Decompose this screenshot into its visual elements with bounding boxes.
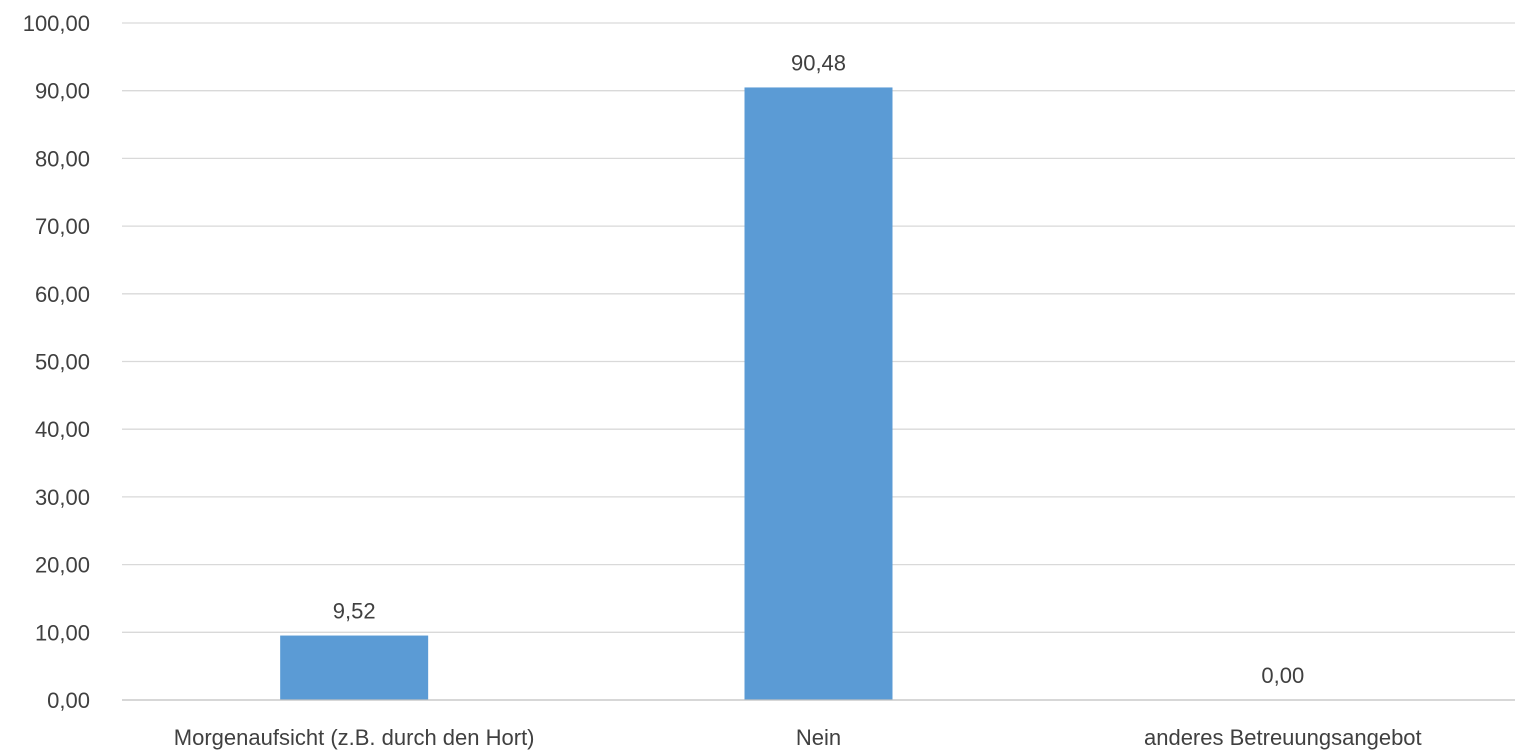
data-label: 0,00 (1261, 663, 1304, 688)
data-labels: 9,52 90,48 0,00 (333, 50, 1304, 688)
bar (280, 635, 429, 700)
y-tick-label: 100,00 (23, 11, 90, 36)
y-tick-label: 0,00 (47, 688, 90, 713)
y-tick-labels: 0,00 10,00 20,00 30,00 40,00 50,00 60,00 70,00 8… (23, 11, 90, 713)
x-category-label: Morgenaufsicht (z.B. durch den Hort) (174, 725, 535, 750)
y-tick-label: 20,00 (35, 553, 90, 578)
y-tick-label: 30,00 (35, 485, 90, 510)
y-tick-label: 90,00 (35, 79, 90, 104)
bar (744, 87, 893, 701)
x-category-label: Nein (796, 725, 841, 750)
y-tick-label: 70,00 (35, 214, 90, 239)
y-tick-label: 10,00 (35, 620, 90, 645)
y-tick-label: 50,00 (35, 350, 90, 375)
y-tick-label: 40,00 (35, 417, 90, 442)
y-tick-label: 80,00 (35, 146, 90, 171)
data-label: 9,52 (333, 599, 376, 624)
x-category-labels: Morgenaufsicht (z.B. durch den Hort) Nein… (174, 725, 1422, 750)
x-category-label: anderes Betreuungsangebot (1144, 725, 1422, 750)
y-tick-label: 60,00 (35, 282, 90, 307)
bars (280, 87, 893, 701)
data-label: 90,48 (791, 50, 846, 75)
